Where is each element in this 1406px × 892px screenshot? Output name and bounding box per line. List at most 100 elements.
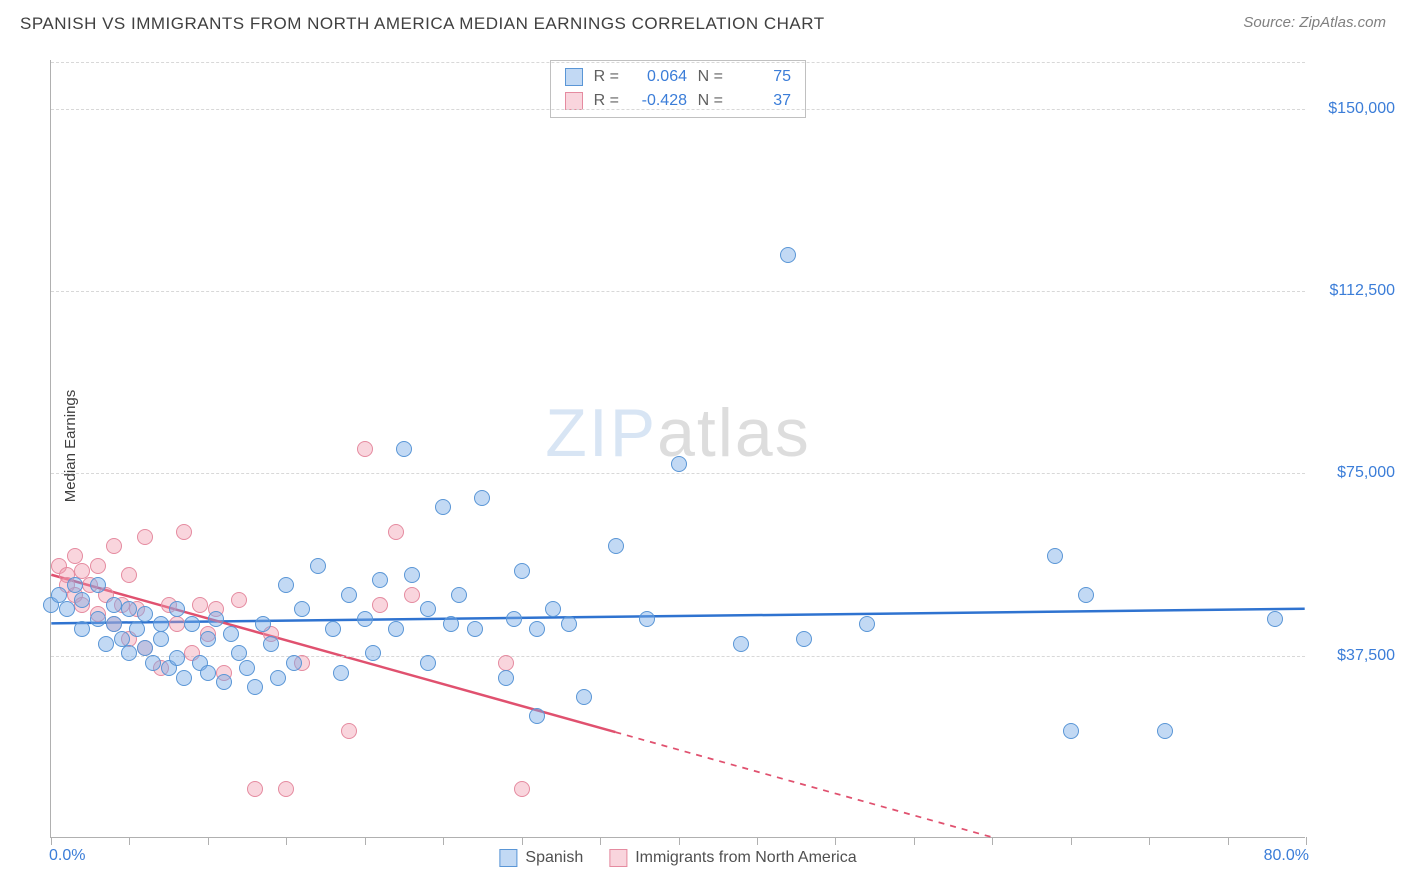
data-point-immigrants [341,723,357,739]
data-point-spanish [263,636,279,652]
data-point-spanish [169,601,185,617]
trend-lines-svg [51,60,1305,837]
gridline [51,291,1305,292]
data-point-spanish [106,597,122,613]
data-point-spanish [357,611,373,627]
data-point-spanish [435,499,451,515]
legend-label-immigrants: Immigrants from North America [635,849,856,867]
data-point-spanish [325,621,341,637]
data-point-spanish [74,621,90,637]
chart-header: SPANISH VS IMMIGRANTS FROM NORTH AMERICA… [0,0,1406,50]
source-attribution: Source: ZipAtlas.com [1243,14,1386,31]
data-point-spanish [1267,611,1283,627]
data-point-spanish [529,621,545,637]
data-point-spanish [129,621,145,637]
data-point-immigrants [357,441,373,457]
legend-swatch-spanish [499,849,517,867]
data-point-spanish [145,655,161,671]
data-point-spanish [200,631,216,647]
data-point-spanish [1078,587,1094,603]
data-point-immigrants [231,592,247,608]
y-tick-label: $37,500 [1315,647,1395,665]
data-point-spanish [153,631,169,647]
data-point-spanish [1157,723,1173,739]
data-point-spanish [98,636,114,652]
data-point-immigrants [137,529,153,545]
data-point-spanish [420,655,436,671]
data-point-spanish [396,441,412,457]
data-point-spanish [341,587,357,603]
data-point-spanish [733,636,749,652]
x-tick [835,837,836,845]
gridline [51,473,1305,474]
data-point-immigrants [498,655,514,671]
data-point-spanish [514,563,530,579]
data-point-spanish [208,611,224,627]
legend-item-spanish: Spanish [499,849,583,867]
data-point-spanish [639,611,655,627]
data-point-spanish [294,601,310,617]
y-tick-label: $150,000 [1315,100,1395,118]
data-point-spanish [529,708,545,724]
y-tick-label: $75,000 [1315,464,1395,482]
y-tick-label: $112,500 [1315,282,1395,300]
data-point-spanish [506,611,522,627]
data-point-spanish [169,650,185,666]
data-point-spanish [74,592,90,608]
x-tick [600,837,601,845]
data-point-spanish [278,577,294,593]
data-point-spanish [443,616,459,632]
data-point-spanish [561,616,577,632]
data-point-spanish [780,247,796,263]
r-label: R = [593,65,619,89]
x-tick [443,837,444,845]
data-point-spanish [310,558,326,574]
x-tick [1228,837,1229,845]
data-point-spanish [388,621,404,637]
data-point-immigrants [372,597,388,613]
data-point-spanish [121,601,137,617]
data-point-immigrants [169,616,185,632]
data-point-spanish [247,679,263,695]
legend-bottom: Spanish Immigrants from North America [499,849,856,867]
swatch-spanish [565,68,583,86]
data-point-spanish [121,645,137,661]
gridline [51,109,1305,110]
data-point-spanish [137,640,153,656]
x-tick [129,837,130,845]
legend-item-immigrants: Immigrants from North America [609,849,856,867]
data-point-immigrants [247,781,263,797]
n-label: N = [697,65,723,89]
source-prefix: Source: [1243,14,1299,31]
data-point-immigrants [278,781,294,797]
data-point-spanish [286,655,302,671]
data-point-spanish [365,645,381,661]
source-name: ZipAtlas.com [1299,14,1386,31]
chart-title: SPANISH VS IMMIGRANTS FROM NORTH AMERICA… [20,14,825,34]
data-point-spanish [608,538,624,554]
data-point-immigrants [176,524,192,540]
x-tick [1306,837,1307,845]
data-point-immigrants [514,781,530,797]
data-point-spanish [420,601,436,617]
data-point-spanish [859,616,875,632]
data-point-spanish [451,587,467,603]
data-point-immigrants [192,597,208,613]
legend-swatch-immigrants [609,849,627,867]
x-tick [1071,837,1072,845]
data-point-spanish [59,601,75,617]
data-point-immigrants [388,524,404,540]
data-point-spanish [545,601,561,617]
data-point-spanish [137,606,153,622]
x-tick [365,837,366,845]
swatch-immigrants [565,92,583,110]
x-tick [286,837,287,845]
data-point-spanish [90,611,106,627]
data-point-spanish [223,626,239,642]
data-point-spanish [67,577,83,593]
data-point-spanish [114,631,130,647]
scatter-chart: ZIPatlas R = 0.064 N = 75 R = -0.428 N =… [50,60,1305,838]
data-point-immigrants [90,558,106,574]
x-tick [757,837,758,845]
data-point-spanish [90,577,106,593]
